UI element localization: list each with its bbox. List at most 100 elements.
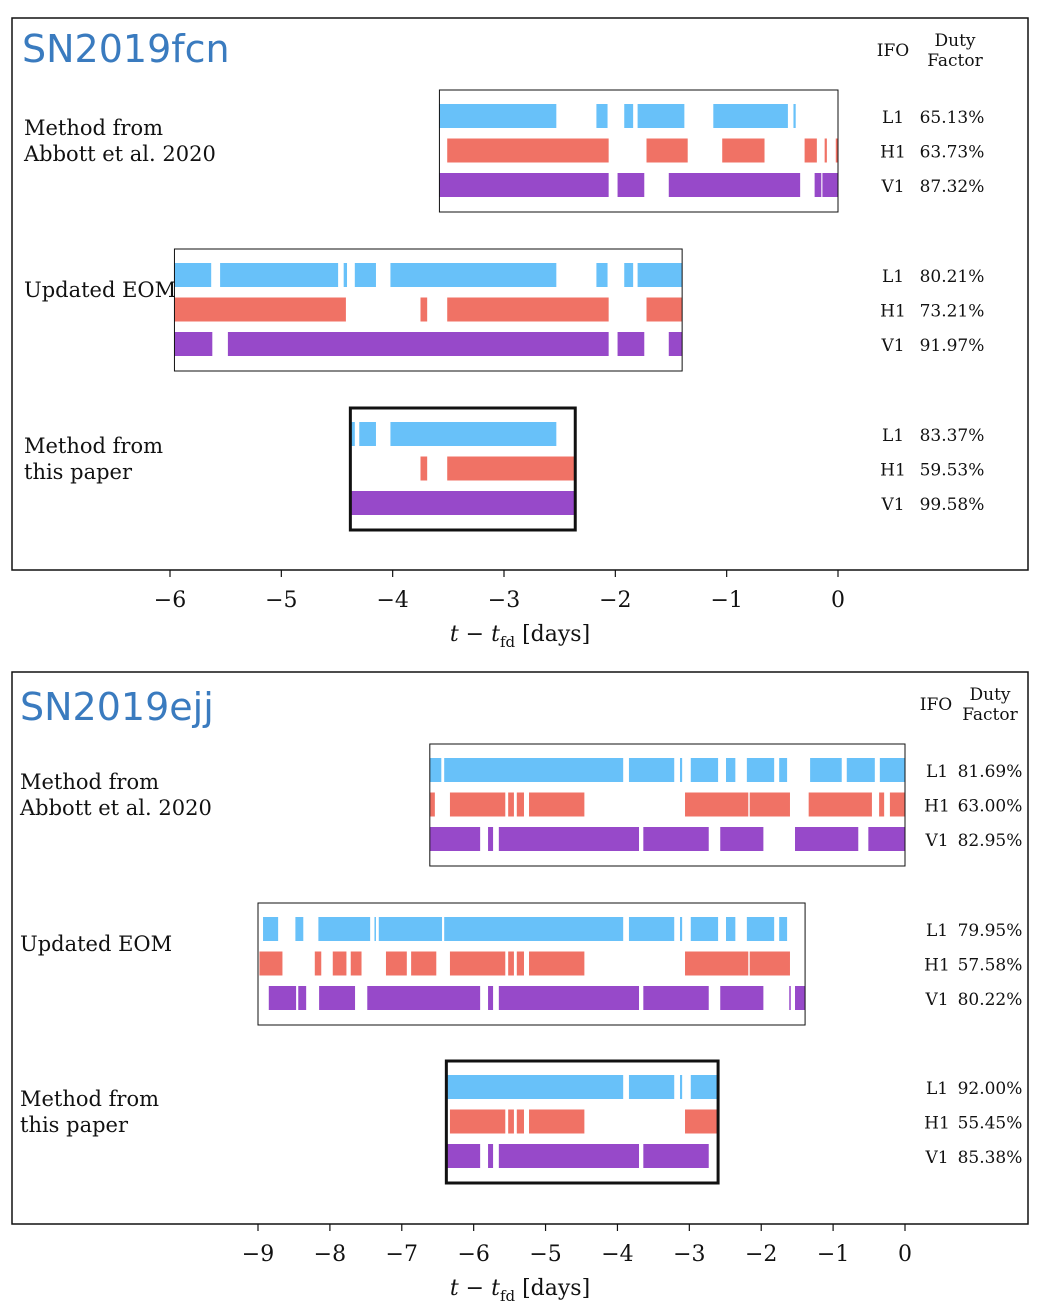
segment-l1 (746, 917, 775, 941)
segment-h1 (508, 1109, 514, 1134)
duty-factor-value: 81.69% (958, 762, 1023, 782)
x-tick-label: −2 (599, 588, 631, 613)
ifo-label: L1 (882, 426, 904, 446)
segment-l1 (690, 1075, 719, 1099)
x-axis-label: t − tfd [days] (450, 1276, 590, 1305)
group-label: Method from (20, 770, 159, 794)
segment-l1 (628, 758, 675, 782)
segment-h1 (447, 138, 609, 163)
segment-v1 (795, 986, 806, 1010)
duty-header: Duty (969, 685, 1010, 705)
segment-v1 (643, 986, 709, 1010)
segment-v1 (814, 173, 822, 197)
segment-v1 (498, 827, 640, 851)
x-tick-label: 0 (898, 1242, 912, 1267)
x-tick-label: −3 (488, 588, 520, 613)
segment-l1 (374, 917, 376, 941)
group-label: Method from (24, 434, 163, 458)
segment-l1 (220, 263, 339, 287)
x-tick-label: −4 (376, 588, 408, 613)
ifo-label: V1 (924, 831, 948, 851)
segment-v1 (488, 1144, 494, 1168)
segment-l1 (174, 263, 212, 287)
ifo-label: H1 (924, 956, 950, 976)
group-label: Updated EOM (20, 932, 172, 956)
segment-l1 (637, 263, 683, 287)
segment-h1 (824, 138, 827, 163)
segment-v1 (174, 332, 213, 356)
segment-h1 (174, 297, 346, 322)
x-tick-label: −2 (745, 1242, 777, 1267)
x-tick-label: −6 (457, 1242, 489, 1267)
ifo-header: IFO (877, 41, 909, 61)
x-tick-label: −1 (710, 588, 742, 613)
segment-l1 (793, 104, 796, 128)
segment-h1 (529, 951, 585, 976)
segment-l1 (690, 758, 719, 782)
segment-h1 (516, 951, 524, 976)
segment-h1 (447, 456, 576, 481)
segment-h1 (350, 951, 362, 976)
segment-l1 (446, 1075, 624, 1099)
segment-l1 (690, 917, 719, 941)
group-label: Method from (20, 1087, 159, 1111)
duty-factor-value: 80.21% (920, 267, 985, 287)
segment-l1 (679, 758, 683, 782)
segment-l1 (746, 758, 775, 782)
x-tick-label: −6 (154, 588, 186, 613)
x-tick-label: −5 (529, 1242, 561, 1267)
segment-l1 (596, 104, 608, 128)
segment-l1 (679, 1075, 683, 1099)
segment-h1 (449, 1109, 506, 1134)
x-tick-label: 0 (831, 588, 845, 613)
segment-v1 (350, 491, 576, 515)
ifo-label: H1 (880, 302, 906, 322)
highlight-box (348, 406, 577, 532)
segment-v1 (643, 1144, 709, 1168)
segment-v1 (319, 986, 356, 1010)
segment-h1 (749, 792, 790, 817)
segment-l1 (390, 422, 557, 446)
ifo-label: H1 (880, 461, 906, 481)
ifo-label: V1 (924, 1148, 948, 1168)
duty-factor-value: 59.53% (920, 461, 985, 481)
segment-l1 (725, 917, 736, 941)
duty-factor-value: 85.38% (958, 1148, 1023, 1168)
panel-title: SN2019ejj (20, 685, 214, 729)
panel-frame (11, 671, 1029, 1225)
segment-l1 (439, 104, 557, 128)
segment-l1 (779, 758, 788, 782)
segment-l1 (295, 917, 304, 941)
segment-h1 (420, 297, 428, 322)
segment-h1 (685, 1109, 719, 1134)
duty-factor-value: 99.58% (920, 495, 985, 515)
segment-v1 (367, 986, 481, 1010)
segment-v1 (268, 986, 297, 1010)
group-box (257, 902, 806, 1026)
ifo-label: L1 (926, 1079, 948, 1099)
segment-l1 (444, 758, 624, 782)
segment-l1 (350, 422, 355, 446)
ifo-label: V1 (880, 336, 904, 356)
group-2: Updated EOM L1 79.95% H1 57.58% V1 80.22% (20, 902, 1023, 1026)
group-box (429, 743, 906, 867)
segment-v1 (795, 827, 859, 851)
segment-v1 (617, 173, 645, 197)
duty-factor-value: 57.58% (958, 956, 1023, 976)
segment-v1 (668, 332, 683, 356)
segment-h1 (685, 951, 749, 976)
duty-factor-value: 79.95% (958, 921, 1023, 941)
segment-v1 (617, 332, 645, 356)
segment-l1 (359, 422, 376, 446)
factor-header: Factor (927, 51, 983, 71)
segment-h1 (722, 138, 765, 163)
segment-l1 (679, 917, 683, 941)
segment-h1 (420, 456, 428, 481)
segment-v1 (720, 827, 764, 851)
segment-h1 (259, 951, 283, 976)
duty-factor-value: 92.00% (958, 1079, 1023, 1099)
segment-l1 (263, 917, 279, 941)
